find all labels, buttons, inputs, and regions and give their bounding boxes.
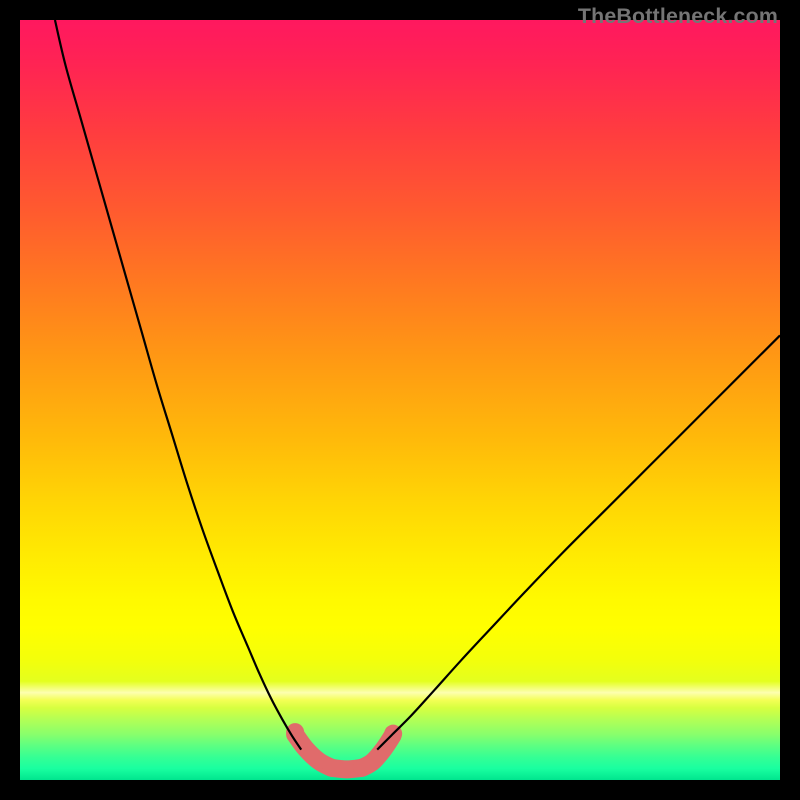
curve-right bbox=[377, 335, 780, 749]
curve-left bbox=[55, 20, 301, 750]
plot-area bbox=[20, 20, 780, 780]
curve-layer bbox=[20, 20, 780, 780]
watermark: TheBottleneck.com bbox=[578, 4, 778, 29]
figure-root: TheBottleneck.com bbox=[0, 0, 800, 800]
